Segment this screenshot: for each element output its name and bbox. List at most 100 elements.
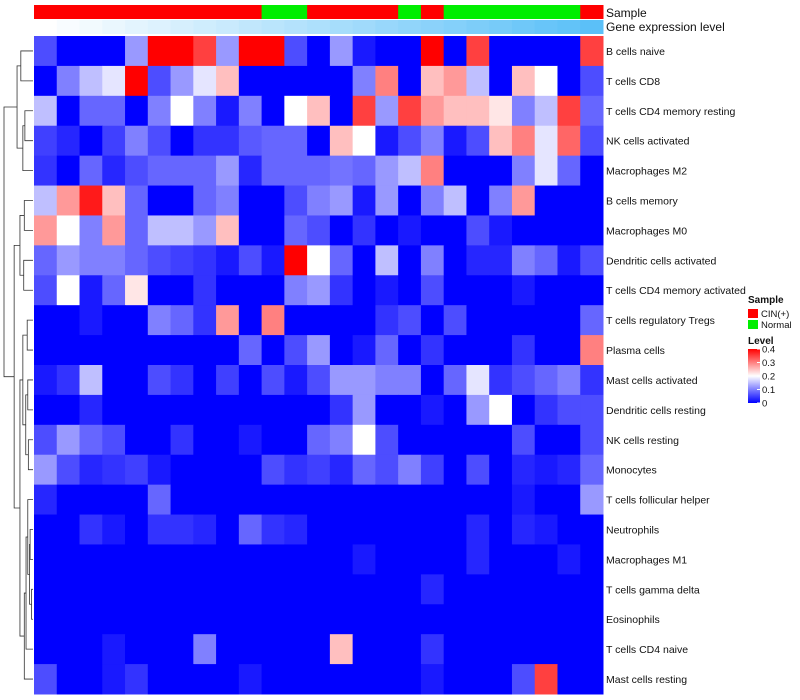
heatmap-cell <box>375 394 399 426</box>
expression-annotation-cell <box>147 20 172 34</box>
dendrogram-branch <box>27 379 33 411</box>
heatmap-cell <box>79 335 103 366</box>
heatmap-cell <box>352 394 376 426</box>
heatmap-cell <box>398 245 422 276</box>
heatmap-cell <box>375 215 399 246</box>
heatmap-cell <box>125 155 149 187</box>
heatmap-cell <box>489 125 513 157</box>
heatmap-cell <box>261 634 285 665</box>
heatmap-cell <box>125 634 149 665</box>
heatmap-cell <box>34 664 58 695</box>
heatmap-cell <box>307 36 331 67</box>
heatmap-cell <box>352 245 376 276</box>
heatmap-cell <box>125 305 149 336</box>
heatmap-cell <box>557 275 581 306</box>
heatmap-cell <box>443 514 467 545</box>
heatmap-cell <box>238 604 263 635</box>
dendrogram-branch <box>23 200 33 231</box>
heatmap-cell <box>557 95 581 127</box>
heatmap-cell <box>307 365 331 396</box>
heatmap-cell <box>580 245 604 276</box>
heatmap-cell <box>489 335 513 366</box>
heatmap-cell <box>443 185 467 216</box>
heatmap-cell <box>125 484 149 516</box>
heatmap-cell <box>375 574 399 605</box>
heatmap-cell <box>398 634 422 665</box>
heatmap-cell <box>557 335 581 366</box>
expression-annotation-cell <box>238 20 263 34</box>
heatmap-cell <box>216 394 240 426</box>
heatmap-cell <box>534 544 558 575</box>
sample-annotation-cell <box>307 5 331 19</box>
heatmap-cell <box>557 365 581 396</box>
heatmap-cell <box>34 335 58 366</box>
heatmap-cell <box>511 95 536 127</box>
heatmap-cell <box>443 394 467 426</box>
heatmap-cell <box>580 215 604 246</box>
heatmap-cell <box>352 514 376 545</box>
heatmap-cell <box>420 65 445 97</box>
heatmap-cell <box>147 305 172 336</box>
heatmap-cell <box>125 215 149 246</box>
heatmap-cell <box>56 125 81 157</box>
heatmap-cell <box>56 484 81 516</box>
dendrogram-branch <box>22 125 33 171</box>
heatmap-cell <box>216 604 240 635</box>
heatmap-cell <box>329 125 354 157</box>
heatmap-cell <box>580 664 604 695</box>
heatmap-cell <box>329 275 354 306</box>
heatmap-cell <box>329 544 354 575</box>
heatmap-cell <box>352 335 376 366</box>
heatmap-cell <box>307 65 331 97</box>
heatmap-cell <box>193 155 217 187</box>
heatmap-cell <box>443 36 467 67</box>
heatmap-cell <box>489 275 513 306</box>
heatmap-cell <box>216 484 240 516</box>
heatmap-cell <box>193 365 217 396</box>
heatmap-cell <box>147 95 172 127</box>
heatmap-cell <box>307 544 331 575</box>
heatmap-cell <box>420 514 445 545</box>
heatmap-cell <box>102 335 126 366</box>
heatmap-cell <box>580 125 604 157</box>
heatmap-cell <box>170 245 194 276</box>
heatmap-cell <box>34 125 58 157</box>
heatmap-cell <box>170 454 194 486</box>
heatmap-cell <box>284 604 308 635</box>
heatmap-cell <box>420 125 445 157</box>
heatmap-cell <box>420 574 445 605</box>
heatmap-cell <box>170 36 194 67</box>
heatmap-cell <box>489 36 513 67</box>
heatmap-cell <box>102 394 126 426</box>
expression-annotation-cell <box>102 20 126 34</box>
heatmap-cell <box>147 125 172 157</box>
heatmap-cell <box>466 544 490 575</box>
heatmap-cell <box>307 634 331 665</box>
heatmap-cell <box>489 65 513 97</box>
heatmap-cell <box>466 65 490 97</box>
heatmap-cell <box>534 424 558 456</box>
heatmap-cell <box>420 185 445 216</box>
legend-tick-label: 0.4 <box>762 345 775 356</box>
heatmap-cell <box>307 215 331 246</box>
row-dendrogram <box>3 50 33 680</box>
row-label: Dendritic cells resting <box>606 405 706 417</box>
heatmap-cell <box>79 574 103 605</box>
sample-annotation-cell <box>375 5 399 19</box>
heatmap-cell <box>125 125 149 157</box>
heatmap-cell <box>420 335 445 366</box>
heatmap-cell <box>443 215 467 246</box>
heatmap-cell <box>534 65 558 97</box>
heatmap-cell <box>125 95 149 127</box>
heatmap-cell <box>79 245 103 276</box>
heatmap-cell <box>489 484 513 516</box>
expression-annotation-cell <box>398 20 422 34</box>
expression-annotation-cell <box>420 20 445 34</box>
heatmap-cell <box>34 634 58 665</box>
dendrogram-branch <box>23 259 33 291</box>
heatmap-cell <box>466 365 490 396</box>
heatmap-cell <box>352 275 376 306</box>
dendrogram-branch <box>27 439 33 471</box>
heatmap-cell <box>489 394 513 426</box>
heatmap-cell <box>261 95 285 127</box>
